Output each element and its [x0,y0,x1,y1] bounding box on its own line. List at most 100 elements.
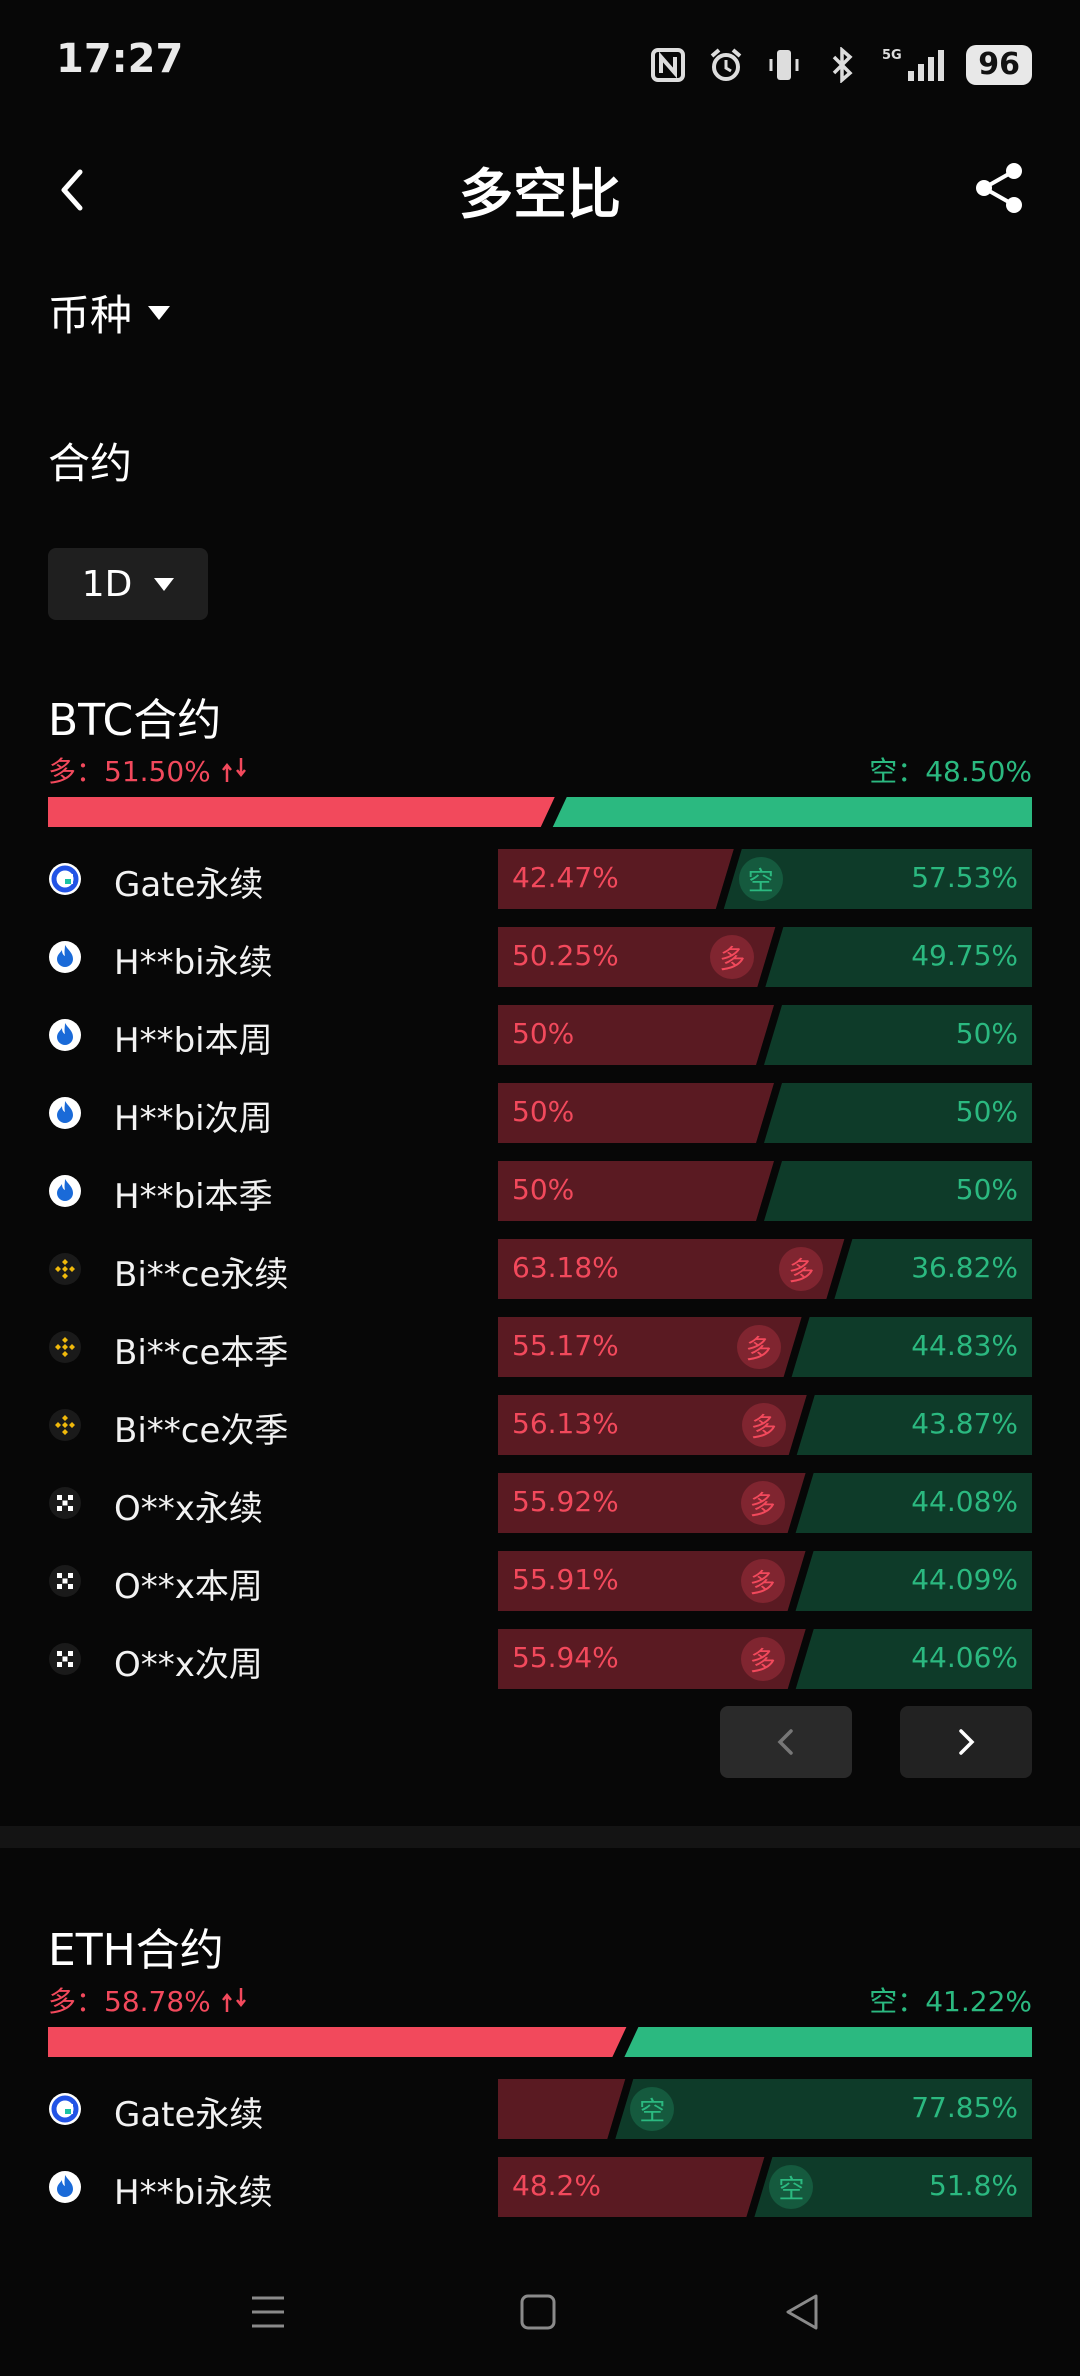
ratio-row-bar[interactable]: 42.47% 57.53% 空 [498,849,1032,909]
ratio-row-graphic [498,1317,1032,1377]
okx-exchange-icon [49,1643,81,1675]
long-dominant-badge: 多 [741,1403,786,1447]
back-nav-icon[interactable] [782,2292,822,2332]
okx-exchange-icon [49,1487,81,1519]
long-segment [498,927,776,987]
binance-exchange-icon [49,1331,81,1363]
long-segment [498,1551,806,1611]
exchange-name: Bi**ce本季 [114,1333,289,1373]
huobi-exchange-icon [49,941,81,973]
exchange-name: O**x本周 [114,1567,263,1607]
long-percent: 48.2% [512,2169,601,2202]
long-segment [498,1161,774,1221]
long-segment [498,2079,626,2139]
chevron-right-icon [959,1729,975,1755]
ratio-row-bar[interactable]: 55.17% 44.83% 多 [498,1317,1032,1377]
short-percent: 57.53% [911,861,1018,894]
short-percent: 50% [955,1095,1018,1128]
short-percent: 44.06% [911,1641,1018,1674]
short-percent: 44.83% [911,1329,1018,1362]
ratio-row-bar[interactable]: 55.91% 44.09% 多 [498,1551,1032,1611]
long-dominant-badge: 多 [740,1559,785,1603]
long-percent: 50% [512,1173,575,1206]
share-icon[interactable] [972,158,1028,218]
ratio-row-graphic [498,1239,1032,1299]
prev-page-button[interactable] [720,1706,852,1778]
long-percent: 50% [512,1017,575,1050]
svg-text:5G: 5G [882,48,902,63]
alarm-icon [710,48,742,81]
ratio-row-graphic [498,849,1032,909]
ratio-row-bar[interactable]: 56.13% 43.87% 多 [498,1395,1032,1455]
ratio-row-bar[interactable]: 48.2% 51.8% 空 [498,2157,1032,2217]
gate-exchange-icon [49,863,81,895]
okx-exchange-icon [49,1565,81,1597]
exchange-name: H**bi永续 [114,2173,273,2213]
period-selector[interactable]: 1D [48,548,208,620]
exchange-name: H**bi本季 [114,1177,273,1217]
ratio-row-graphic [498,1161,1032,1221]
btc-ratio-bar [48,797,1032,827]
ratio-row-bar[interactable]: 50% 50% [498,1005,1032,1065]
long-segment [498,1473,806,1533]
exchange-name: O**x永续 [114,1489,263,1529]
menu-icon[interactable] [248,2292,288,2332]
long-segment [498,2157,765,2217]
gate-exchange-icon [49,2093,81,2125]
btc-long-value: 多：51.50% [48,755,211,788]
short-segment [764,1005,1032,1065]
contract-section-label: 合约 [48,439,133,488]
status-time: 17:27 [56,36,184,82]
ratio-row-bar[interactable]: 50% 50% [498,1161,1032,1221]
period-value: 1D [81,563,133,605]
back-icon[interactable] [50,160,94,220]
exchange-name: H**bi次周 [114,1099,273,1139]
btc-long-segment [48,797,555,827]
ratio-row-bar[interactable]: 50% 50% [498,1083,1032,1143]
ratio-row-bar[interactable]: 77.85% 空 [498,2079,1032,2139]
short-segment [754,2157,1032,2217]
short-percent: 77.85% [911,2091,1018,2124]
short-segment [764,1083,1032,1143]
exchange-name: Bi**ce次季 [114,1411,289,1451]
ratio-row-graphic [498,1395,1032,1455]
short-segment [764,1161,1032,1221]
long-dominant-badge: 多 [740,1637,785,1681]
ratio-row-graphic [498,2079,1032,2139]
exchange-name: Gate永续 [114,865,264,905]
short-segment [795,1551,1032,1611]
btc-card-title: BTC合约 [48,695,222,746]
long-percent: 55.94% [512,1641,619,1674]
huobi-exchange-icon [49,1175,81,1207]
ratio-row-bar[interactable]: 63.18% 36.82% 多 [498,1239,1032,1299]
eth-card-title: ETH合约 [48,1925,224,1976]
ratio-row-bar[interactable]: 55.92% 44.08% 多 [498,1473,1032,1533]
system-nav-bar [0,2230,1080,2376]
nfc-icon [651,48,686,82]
binance-exchange-icon [49,1253,81,1285]
ratio-row-bar[interactable]: 55.94% 44.06% 多 [498,1629,1032,1689]
next-page-button[interactable] [900,1706,1032,1778]
long-percent: 63.18% [512,1251,619,1284]
long-percent: 56.13% [512,1407,619,1440]
short-percent: 49.75% [911,939,1018,972]
short-segment [834,1239,1032,1299]
binance-exchange-icon [49,1409,81,1441]
trend-arrows-icon [221,1988,246,2012]
bluetooth-icon [833,47,853,83]
ratio-row-bar[interactable]: 50.25% 49.75% 多 [498,927,1032,987]
eth-short-label: 空：41.22% [869,1985,1032,2018]
ratio-row-graphic [498,1551,1032,1611]
eth-long-label: 多：58.78% [48,1980,249,2020]
status-bar: 17:27 5G 96 [0,0,1080,120]
btc-short-label: 空：48.50% [869,755,1032,788]
coin-filter-dropdown[interactable]: 币种 [48,282,171,343]
ratio-row-graphic [498,2157,1032,2217]
ratio-row-graphic [498,1473,1032,1533]
trend-arrows-icon [221,758,246,782]
huobi-exchange-icon [49,2171,81,2203]
long-percent: 50% [512,1095,575,1128]
home-icon[interactable] [518,2292,558,2332]
exchange-name: H**bi本周 [114,1021,273,1061]
eth-long-value: 多：58.78% [48,1985,211,2018]
